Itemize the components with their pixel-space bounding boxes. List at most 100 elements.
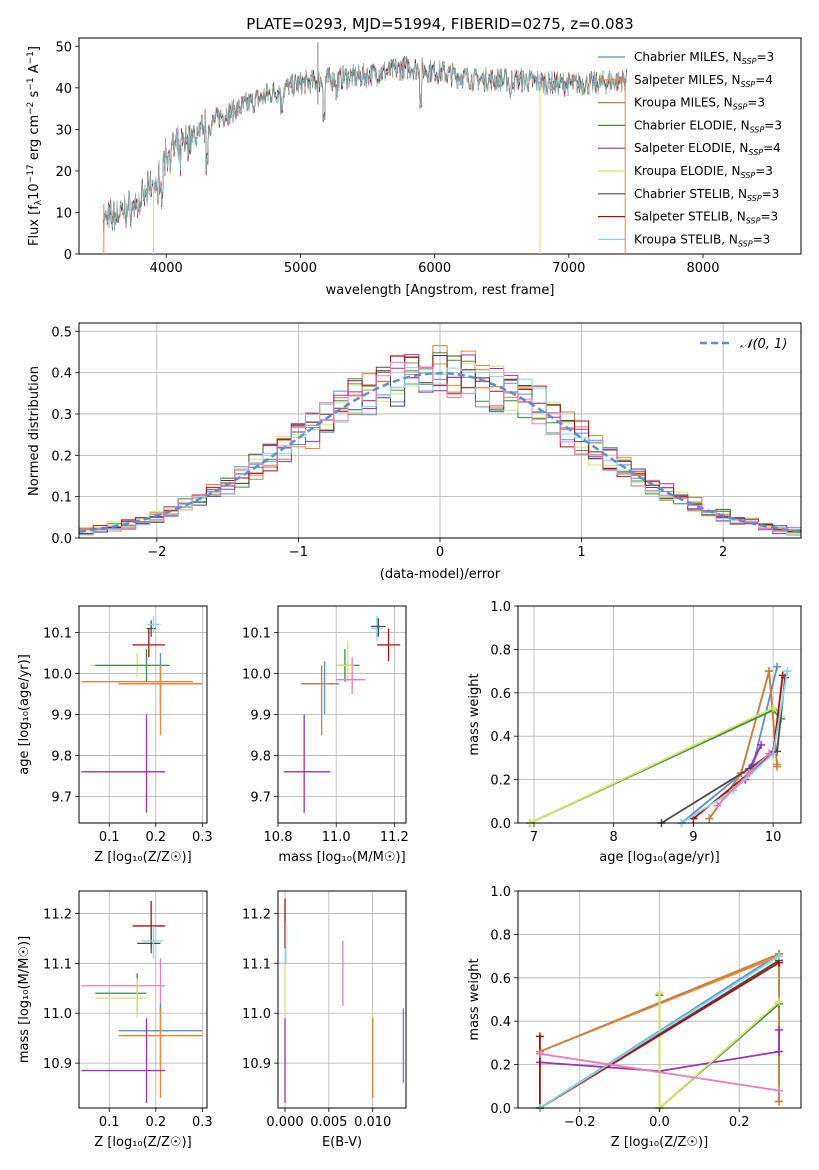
- y-tick-label: 0.2: [490, 774, 511, 789]
- spectrum-lines: [102, 42, 627, 254]
- legend-label: Salpeter MILES, NSSP=4: [634, 73, 773, 89]
- y-tick-label: 11.0: [43, 1007, 72, 1022]
- y-tick-label: 0.5: [51, 325, 72, 340]
- y-tick-label: 30: [55, 123, 72, 138]
- y-tick-label: 11.2: [242, 907, 271, 922]
- plot-marks: [81, 900, 203, 1104]
- y-tick-label: 10.1: [43, 627, 72, 642]
- legend-label: Kroupa MILES, NSSP=3: [634, 96, 765, 112]
- axes-frame: [277, 890, 407, 1109]
- spectrum-line: [102, 56, 627, 232]
- y-tick-label: 1.0: [490, 600, 511, 615]
- x-axis-label: Z [log₁₀(Z/Z☉)]: [94, 850, 191, 865]
- plot-marks: [525, 662, 792, 827]
- mass-weight-vs-metallicity-panel: −0.2 0.0 0.2 0.0 0.2 0.4 0.6 0.8 1.0 Z [log₁₀(Z/Z…: [467, 885, 802, 1150]
- mass-weight-vs-age-panel: 7 8 9 10 0.0 0.2 0.4 0.6 0.8 1.0 age [log₁₀(age/yr…: [467, 600, 802, 865]
- mass-weight-line: [539, 1052, 780, 1092]
- x-axis-label: age [log₁₀(age/yr)]: [599, 850, 720, 865]
- y-tick-label: 10: [55, 206, 72, 221]
- y-tick-label: 10.0: [43, 668, 72, 683]
- y-tick-label: 0.4: [490, 1015, 511, 1030]
- normal-reference-curve: [78, 371, 802, 533]
- histogram-y-ticks: 0.0 0.1 0.2 0.3 0.4 0.5: [51, 325, 79, 547]
- spectrum-x-label: wavelength [Angstrom, rest frame]: [326, 283, 555, 298]
- x-tick-label: 5000: [284, 261, 317, 276]
- y-tick-label: 0: [64, 248, 72, 263]
- x-tick-label: −2: [147, 545, 166, 560]
- y-tick-label: 0.6: [490, 687, 511, 702]
- y-tick-label: 9.8: [51, 749, 72, 764]
- y-axis-label: mass weight: [467, 958, 482, 1040]
- y-tick-label: 11.1: [43, 957, 72, 972]
- x-tick-label: 0: [436, 545, 444, 560]
- mass-vs-metallicity-panel: 0.1 0.2 0.3 10.9 11.0 11.1 11.2 Z [log₁₀(Z/Z☉)]…: [17, 890, 213, 1150]
- mass-weight-line: [680, 670, 789, 824]
- x-tick-label: 2: [719, 545, 727, 560]
- x-tick-label: 0.1: [99, 1115, 120, 1130]
- mass-weight-line: [539, 955, 780, 1109]
- x-tick-label: 11.2: [380, 830, 409, 845]
- histogram-y-label: Normed distribution: [27, 366, 42, 496]
- y-tick-label: 0.0: [490, 817, 511, 832]
- spectrum-y-label: Flux [fλ10−17 erg cm−2 s−1 A−1]: [26, 46, 44, 246]
- plot-marks: [81, 616, 203, 813]
- axes-frame: [78, 890, 208, 1109]
- y-tick-label: 0.2: [490, 1059, 511, 1074]
- x-tick-label: 10: [765, 830, 782, 845]
- x-tick-label: 11.0: [322, 830, 351, 845]
- x-tick-label: 8: [610, 830, 618, 845]
- histogram-step-line: [79, 355, 801, 534]
- x-tick-label: 7: [530, 830, 538, 845]
- histogram-legend: 𝒩(0, 1): [700, 337, 787, 352]
- y-tick-label: 20: [55, 165, 72, 180]
- x-tick-label: −0.2: [564, 1115, 596, 1130]
- y-tick-label: 40: [55, 82, 72, 97]
- y-tick-label: 9.8: [250, 749, 271, 764]
- axes-frame: [517, 605, 802, 824]
- y-tick-label: 10.9: [43, 1057, 72, 1072]
- x-axis-label: Z [log₁₀(Z/Z☉)]: [611, 1135, 708, 1150]
- y-tick-label: 0.8: [490, 643, 511, 658]
- y-tick-label: 9.9: [51, 709, 72, 724]
- x-tick-label: 6000: [418, 261, 451, 276]
- x-tick-label: 0.3: [192, 1115, 213, 1130]
- legend-label: Salpeter ELODIE, NSSP=4: [634, 141, 781, 157]
- plot-marks: [283, 616, 401, 813]
- x-tick-label: 7000: [552, 261, 585, 276]
- mass-vs-extinction-panel: 0.000 0.005 0.010 10.9 11.0 11.1 11.2 E(B-V): [242, 890, 407, 1150]
- x-tick-label: 1: [577, 545, 585, 560]
- y-tick-label: 10.9: [242, 1057, 271, 1072]
- legend-label: Kroupa ELODIE, NSSP=3: [634, 164, 773, 180]
- y-tick-label: 0.4: [51, 367, 72, 382]
- x-tick-label: 0.2: [145, 1115, 166, 1130]
- legend-label: Chabrier STELIB, NSSP=3: [634, 187, 779, 203]
- y-axis-label: mass [log₁₀(M/M☉)]: [17, 936, 32, 1063]
- y-tick-label: 0.3: [51, 408, 72, 423]
- age-vs-metallicity-panel: 0.1 0.2 0.3 9.7 9.8 9.9 10.0 10.1 Z [log₁₀(Z/Z☉)…: [17, 605, 213, 865]
- x-tick-label: 0.3: [192, 830, 213, 845]
- y-tick-label: 0.2: [51, 449, 72, 464]
- y-tick-label: 1.0: [490, 885, 511, 900]
- normal-curve-legend-label: 𝒩(0, 1): [740, 337, 787, 352]
- histogram-x-label: (data-model)/error: [380, 567, 501, 582]
- y-tick-label: 11.0: [242, 1007, 271, 1022]
- x-tick-label: 8000: [686, 261, 719, 276]
- y-axis-label: age [log₁₀(age/yr)]: [17, 654, 32, 775]
- x-tick-label: −1: [289, 545, 308, 560]
- y-tick-label: 11.2: [43, 907, 72, 922]
- x-tick-label: 0.000: [266, 1115, 303, 1130]
- y-tick-label: 10.0: [242, 668, 271, 683]
- legend-label: Chabrier MILES, NSSP=3: [634, 50, 774, 66]
- y-tick-label: 9.7: [51, 790, 72, 805]
- histogram-step-line: [79, 352, 801, 533]
- x-tick-label: 0.0: [649, 1115, 670, 1130]
- x-axis-label: E(B-V): [322, 1135, 362, 1150]
- x-tick-label: 4000: [150, 261, 183, 276]
- legend-label: Kroupa STELIB, NSSP=3: [634, 232, 770, 248]
- x-tick-label: 0.2: [145, 830, 166, 845]
- y-tick-label: 0.6: [490, 972, 511, 987]
- y-tick-label: 0.4: [490, 730, 511, 745]
- x-tick-label: 0.005: [310, 1115, 347, 1130]
- y-tick-label: 0.0: [490, 1102, 511, 1117]
